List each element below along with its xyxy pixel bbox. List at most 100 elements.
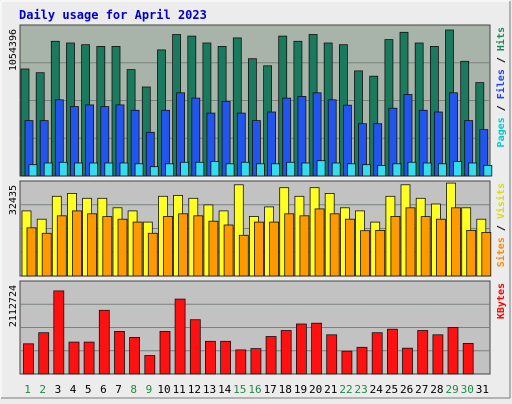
bar-pages-12 bbox=[195, 161, 205, 177]
x-tick-label-23: 23 bbox=[354, 383, 367, 396]
bar-sites-20 bbox=[314, 208, 325, 277]
bar-sites-28 bbox=[435, 218, 446, 277]
bar-pages-15 bbox=[240, 161, 250, 177]
bar-sites-8 bbox=[132, 221, 143, 277]
bar-kbytes-20 bbox=[311, 322, 323, 375]
bar-kbytes-4 bbox=[68, 341, 80, 375]
legend-item-files: Files bbox=[495, 69, 507, 99]
x-tick-label-16: 16 bbox=[248, 383, 261, 396]
x-tick-label-26: 26 bbox=[400, 383, 413, 396]
bar-sites-11 bbox=[178, 213, 189, 277]
x-tick-label-29: 29 bbox=[445, 383, 458, 396]
bar-kbytes-24 bbox=[371, 332, 383, 375]
bar-kbytes-22 bbox=[341, 350, 353, 375]
bar-kbytes-27 bbox=[417, 330, 429, 375]
bar-sites-21 bbox=[329, 213, 340, 277]
bar-sites-14 bbox=[223, 224, 234, 277]
x-tick-label-2: 2 bbox=[39, 383, 46, 396]
bar-sites-30 bbox=[466, 229, 477, 277]
bar-sites-9 bbox=[147, 232, 158, 277]
bar-kbytes-15 bbox=[235, 349, 247, 375]
bar-sites-25 bbox=[390, 215, 401, 277]
bar-kbytes-11 bbox=[174, 298, 186, 375]
bar-sites-16 bbox=[253, 221, 264, 277]
x-tick-label-24: 24 bbox=[370, 383, 384, 396]
bar-kbytes-8 bbox=[129, 336, 141, 375]
bar-kbytes-2 bbox=[38, 332, 50, 375]
legend-separator: / bbox=[496, 99, 507, 117]
bar-sites-13 bbox=[208, 220, 219, 277]
bar-sites-23 bbox=[360, 230, 370, 277]
x-tick-label-8: 8 bbox=[130, 383, 137, 396]
x-tick-label-17: 17 bbox=[264, 383, 277, 396]
bar-pages-22 bbox=[346, 163, 356, 177]
bar-kbytes-7 bbox=[114, 330, 125, 375]
bar-kbytes-12 bbox=[189, 319, 201, 375]
bar-pages-17 bbox=[271, 163, 281, 177]
x-tick-label-15: 15 bbox=[233, 383, 246, 396]
bar-pages-6 bbox=[104, 162, 114, 177]
x-tick-label-28: 28 bbox=[430, 383, 443, 396]
bar-pages-26 bbox=[407, 161, 417, 177]
bar-sites-26 bbox=[405, 207, 416, 277]
bar-sites-31 bbox=[481, 231, 492, 277]
legend-item-hits: Hits bbox=[495, 27, 507, 51]
bar-sites-4 bbox=[72, 210, 82, 277]
bar-pages-8 bbox=[134, 163, 144, 177]
bar-kbytes-29 bbox=[447, 327, 459, 375]
x-tick-label-19: 19 bbox=[294, 383, 307, 396]
x-tick-label-11: 11 bbox=[173, 383, 186, 396]
x-tick-label-7: 7 bbox=[115, 383, 122, 396]
bar-pages-4 bbox=[74, 162, 83, 177]
bar-sites-2 bbox=[41, 232, 52, 277]
x-tick-label-5: 5 bbox=[85, 383, 92, 396]
bar-kbytes-9 bbox=[144, 355, 156, 375]
bar-pages-2 bbox=[43, 162, 53, 177]
x-tick-label-1: 1 bbox=[24, 383, 31, 396]
bar-sites-3 bbox=[56, 215, 67, 277]
bar-sites-24 bbox=[375, 229, 386, 277]
legend-separator: / bbox=[496, 219, 507, 237]
bar-pages-29 bbox=[453, 160, 462, 177]
bar-sites-27 bbox=[420, 216, 431, 277]
bar-sites-12 bbox=[193, 215, 204, 277]
bar-sites-29 bbox=[451, 207, 461, 277]
ymax-label-kbytes: 2112724 bbox=[8, 285, 19, 327]
bar-pages-13 bbox=[210, 160, 220, 177]
bar-pages-20 bbox=[316, 160, 326, 177]
ymax-label-pages-files-hits: 1054396 bbox=[8, 29, 19, 71]
bar-kbytes-17 bbox=[265, 336, 277, 375]
bar-kbytes-19 bbox=[295, 323, 307, 375]
bar-pages-5 bbox=[89, 162, 98, 177]
bar-kbytes-28 bbox=[432, 334, 444, 375]
legend-item-pages: Pages bbox=[496, 117, 507, 147]
x-tick-label-27: 27 bbox=[415, 383, 428, 396]
bar-kbytes-21 bbox=[326, 334, 338, 375]
bar-sites-6 bbox=[102, 216, 113, 277]
bar-kbytes-13 bbox=[204, 340, 216, 375]
bar-visits-15 bbox=[233, 184, 244, 277]
x-tick-label-18: 18 bbox=[279, 383, 292, 396]
bar-kbytes-26 bbox=[402, 347, 413, 375]
x-tick-label-4: 4 bbox=[70, 383, 77, 396]
bar-pages-24 bbox=[377, 164, 387, 177]
x-tick-label-10: 10 bbox=[157, 383, 170, 396]
x-tick-label-12: 12 bbox=[188, 383, 201, 396]
bar-pages-16 bbox=[255, 163, 265, 177]
x-tick-label-13: 13 bbox=[203, 383, 216, 396]
bar-kbytes-14 bbox=[220, 340, 232, 375]
bar-sites-19 bbox=[299, 215, 310, 277]
bar-kbytes-1 bbox=[23, 343, 34, 375]
bar-pages-11 bbox=[180, 161, 190, 177]
bar-pages-19 bbox=[301, 162, 311, 177]
bar-kbytes-10 bbox=[159, 330, 171, 375]
legend-pages-files-hits: Pages / Files / Hits bbox=[495, 27, 507, 147]
bar-pages-7 bbox=[119, 162, 129, 177]
legend-visits-sites: Sites / Visits bbox=[495, 183, 507, 267]
bar-pages-21 bbox=[331, 162, 341, 177]
legend-item-visits: Visits bbox=[495, 183, 507, 219]
x-tick-label-21: 21 bbox=[324, 383, 337, 396]
bar-pages-31 bbox=[483, 164, 493, 177]
